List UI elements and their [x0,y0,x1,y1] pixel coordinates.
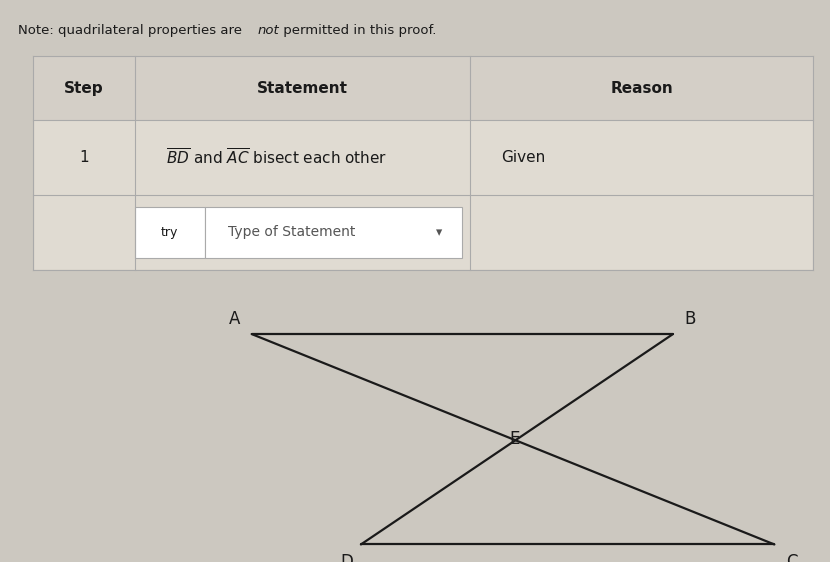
FancyBboxPatch shape [205,207,462,258]
Text: Given: Given [501,150,545,165]
Text: ▾: ▾ [436,226,442,239]
Text: Reason: Reason [610,81,673,96]
FancyBboxPatch shape [134,207,205,258]
Text: B: B [685,310,696,328]
Text: Type of Statement: Type of Statement [228,225,355,239]
Text: Statement: Statement [256,81,348,96]
Text: Note: quadrilateral properties are: Note: quadrilateral properties are [18,24,247,38]
Text: permitted in this proof.: permitted in this proof. [279,24,437,38]
FancyBboxPatch shape [33,56,813,120]
Text: Step: Step [64,81,104,96]
Text: D: D [340,553,354,562]
Text: A: A [229,310,240,328]
Text: 1: 1 [79,150,89,165]
Text: C: C [786,553,798,562]
FancyBboxPatch shape [33,56,813,270]
Text: E: E [510,430,520,448]
Text: not: not [258,24,280,38]
Text: try: try [161,226,178,239]
Text: $\overline{BD}$ and $\overline{AC}$ bisect each other: $\overline{BD}$ and $\overline{AC}$ bise… [166,148,387,167]
